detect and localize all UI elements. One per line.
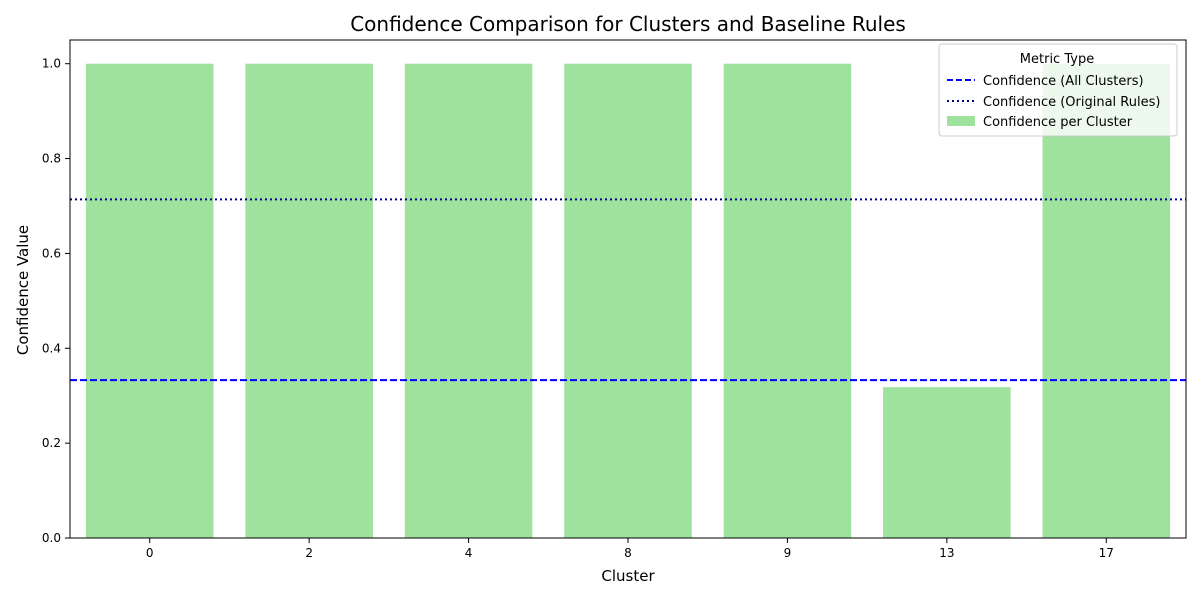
legend-label-cluster: Confidence per Cluster	[983, 115, 1133, 130]
y-tick-label: 0.0	[42, 531, 61, 545]
bar-cluster-0	[85, 63, 214, 538]
legend-box	[938, 43, 1178, 137]
y-tick-label: 0.4	[42, 341, 61, 355]
x-tick-label: 17	[1099, 546, 1114, 560]
y-tick-label: 0.2	[42, 436, 61, 450]
legend: Metric Type Confidence (All Clusters) Co…	[938, 43, 1178, 137]
chart-title: Confidence Comparison for Clusters and B…	[350, 12, 906, 36]
x-tick-label: 2	[305, 546, 313, 560]
y-tick-label: 0.8	[42, 152, 61, 166]
x-tick-label: 0	[146, 546, 154, 560]
legend-label-original-rules: Confidence (Original Rules)	[983, 95, 1160, 110]
bar-cluster-2	[245, 63, 373, 538]
y-axis-label: Confidence Value	[14, 225, 32, 355]
legend-swatch-cluster	[947, 116, 975, 126]
x-tick-label: 9	[784, 546, 792, 560]
x-ticks: 0 2 4 8 9 13 17	[146, 538, 1114, 560]
reference-lines	[70, 198, 1186, 382]
x-tick-label: 4	[465, 546, 473, 560]
y-ticks: 0.0 0.2 0.4 0.6 0.8 1.0	[42, 57, 70, 545]
legend-label-all-clusters: Confidence (All Clusters)	[983, 74, 1144, 89]
x-axis-label: Cluster	[601, 567, 655, 585]
bar-cluster-9	[723, 63, 852, 538]
bar-cluster-13	[883, 387, 1011, 538]
axes-frame	[69, 39, 1187, 539]
x-tick-label: 13	[939, 546, 954, 560]
x-tick-label: 8	[624, 546, 632, 560]
y-tick-label: 1.0	[42, 57, 61, 71]
y-tick-label: 0.6	[42, 246, 61, 260]
bar-cluster-17	[1042, 63, 1171, 538]
bar-cluster-8	[564, 63, 692, 538]
legend-title: Metric Type	[1020, 52, 1094, 67]
bars-group	[85, 63, 1171, 538]
plot-frame	[69, 39, 1187, 539]
bar-cluster-4	[404, 63, 533, 538]
